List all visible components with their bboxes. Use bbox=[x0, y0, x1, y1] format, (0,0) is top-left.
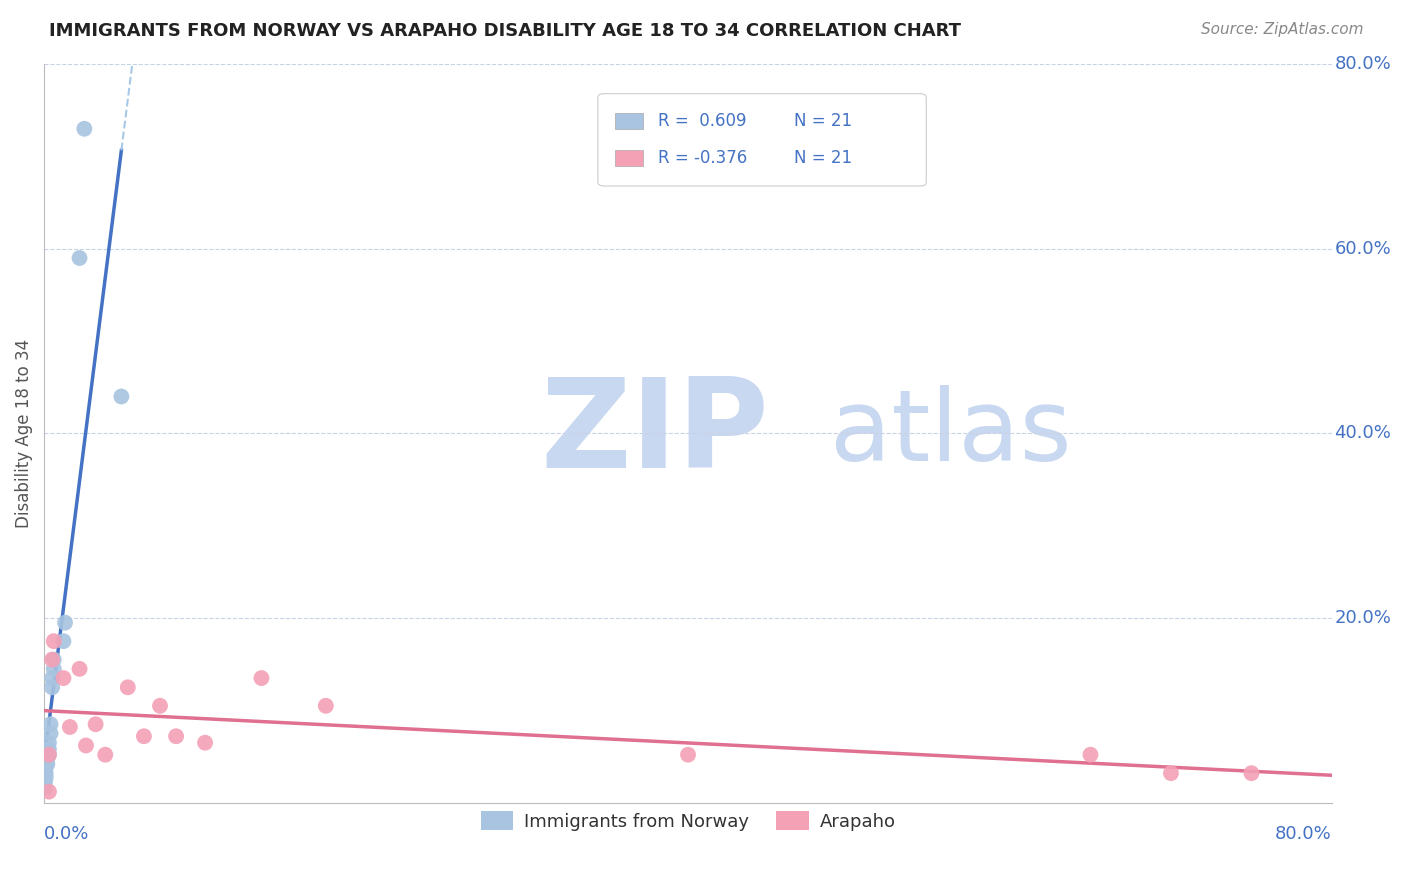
Legend: Immigrants from Norway, Arapaho: Immigrants from Norway, Arapaho bbox=[474, 805, 903, 838]
Point bbox=[37, 756, 59, 771]
Text: atlas: atlas bbox=[830, 385, 1071, 482]
Point bbox=[73, 121, 96, 136]
Point bbox=[117, 681, 139, 695]
Point bbox=[39, 726, 62, 740]
Point bbox=[37, 751, 59, 765]
Text: 60.0%: 60.0% bbox=[1334, 240, 1392, 258]
Text: IMMIGRANTS FROM NORWAY VS ARAPAHO DISABILITY AGE 18 TO 34 CORRELATION CHART: IMMIGRANTS FROM NORWAY VS ARAPAHO DISABI… bbox=[49, 22, 962, 40]
Point bbox=[42, 662, 65, 676]
Text: N = 21: N = 21 bbox=[793, 149, 852, 167]
Point bbox=[250, 671, 273, 685]
Point bbox=[38, 747, 60, 762]
Text: Source: ZipAtlas.com: Source: ZipAtlas.com bbox=[1201, 22, 1364, 37]
Point bbox=[38, 784, 60, 798]
Text: 80.0%: 80.0% bbox=[1275, 825, 1331, 843]
FancyBboxPatch shape bbox=[598, 94, 927, 186]
Point bbox=[194, 736, 217, 750]
Point bbox=[132, 729, 155, 743]
Point bbox=[34, 775, 56, 789]
Point bbox=[35, 766, 58, 780]
Point bbox=[41, 652, 63, 666]
Point bbox=[69, 251, 91, 265]
Point bbox=[38, 742, 60, 756]
Point bbox=[42, 634, 65, 648]
Point bbox=[84, 717, 107, 731]
Text: 40.0%: 40.0% bbox=[1334, 425, 1392, 442]
Y-axis label: Disability Age 18 to 34: Disability Age 18 to 34 bbox=[15, 339, 32, 528]
Text: ZIP: ZIP bbox=[540, 373, 769, 494]
Point bbox=[59, 720, 82, 734]
Point bbox=[34, 780, 56, 795]
Point bbox=[1080, 747, 1102, 762]
FancyBboxPatch shape bbox=[614, 150, 643, 166]
Point bbox=[38, 747, 60, 762]
Point bbox=[42, 652, 65, 666]
Point bbox=[38, 736, 60, 750]
Point bbox=[1160, 766, 1182, 780]
Point bbox=[69, 662, 91, 676]
Point bbox=[35, 761, 58, 775]
Point bbox=[149, 698, 172, 713]
Text: R =  0.609: R = 0.609 bbox=[658, 112, 747, 130]
Point bbox=[39, 717, 62, 731]
Point bbox=[52, 671, 75, 685]
Point bbox=[41, 681, 63, 695]
Point bbox=[53, 615, 76, 630]
Point bbox=[52, 634, 75, 648]
Point bbox=[165, 729, 187, 743]
Text: N = 21: N = 21 bbox=[793, 112, 852, 130]
Point bbox=[110, 390, 132, 404]
FancyBboxPatch shape bbox=[614, 113, 643, 129]
Point bbox=[75, 739, 97, 753]
Point bbox=[1240, 766, 1263, 780]
Point bbox=[676, 747, 699, 762]
Point bbox=[315, 698, 337, 713]
Text: 80.0%: 80.0% bbox=[1334, 55, 1392, 73]
Point bbox=[41, 671, 63, 685]
Text: 20.0%: 20.0% bbox=[1334, 609, 1392, 627]
Text: 0.0%: 0.0% bbox=[44, 825, 90, 843]
Text: R = -0.376: R = -0.376 bbox=[658, 149, 748, 167]
Point bbox=[35, 771, 58, 785]
Point bbox=[94, 747, 117, 762]
